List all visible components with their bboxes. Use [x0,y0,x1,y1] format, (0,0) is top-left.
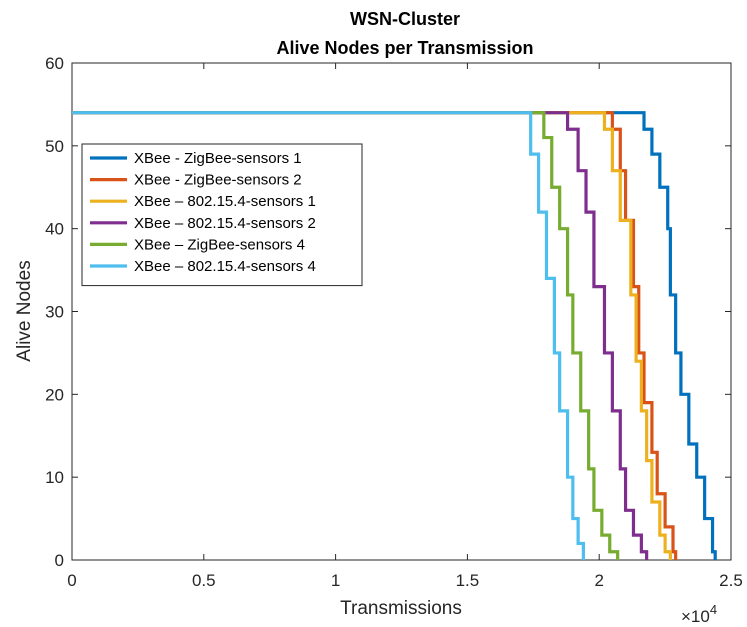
y-tick-label: 50 [45,137,64,156]
series-line-6 [72,111,585,560]
legend-label-1: XBee - ZigBee-sensors 1 [134,150,302,167]
tick-group: 0 0.5 1 1.5 2 2.5 0 10 20 30 40 50 60 [45,54,743,590]
x-axis-exponent: ×104 [681,602,717,626]
y-axis-label: Alive Nodes [14,260,35,361]
y-tick-label: 20 [45,385,64,404]
x-tick-label: 2 [594,571,603,590]
chart-title: WSN-Cluster [350,9,460,29]
x-axis-exponent-base: ×10 [681,607,710,626]
y-tick-label: 10 [45,468,64,487]
legend-label-4: XBee – 802.15.4-sensors 2 [134,215,316,232]
x-tick-label: 0.5 [192,571,216,590]
legend: XBee - ZigBee-sensors 1 XBee - ZigBee-sen… [81,143,363,287]
legend-label-2: XBee - ZigBee-sensors 2 [134,172,302,189]
y-tick-label: 60 [45,54,64,73]
x-tick-label: 1 [331,571,340,590]
y-tick-label: 40 [45,220,64,239]
series-line-1 [72,111,717,560]
y-tick-label: 30 [45,303,64,322]
legend-label-6: XBee – 802.15.4-sensors 4 [134,258,316,275]
y-tick-label: 0 [55,551,64,570]
x-tick-label: 2.5 [719,571,743,590]
series-line-3 [72,111,672,560]
x-axis-exponent-power: 4 [710,602,717,617]
legend-label-3: XBee – 802.15.4-sensors 1 [134,193,316,210]
series-line-4 [72,111,649,560]
plot-area [71,62,732,561]
legend-label-5: XBee – ZigBee-sensors 4 [134,236,305,253]
x-tick-label: 1.5 [456,571,480,590]
chart-subtitle: Alive Nodes per Transmission [276,38,533,58]
series-group [72,111,717,560]
x-axis-label: Transmissions [340,598,462,619]
legend-box [81,143,363,287]
series-line-5 [72,111,620,560]
x-tick-label: 0 [67,571,76,590]
series-line-2 [72,111,678,560]
